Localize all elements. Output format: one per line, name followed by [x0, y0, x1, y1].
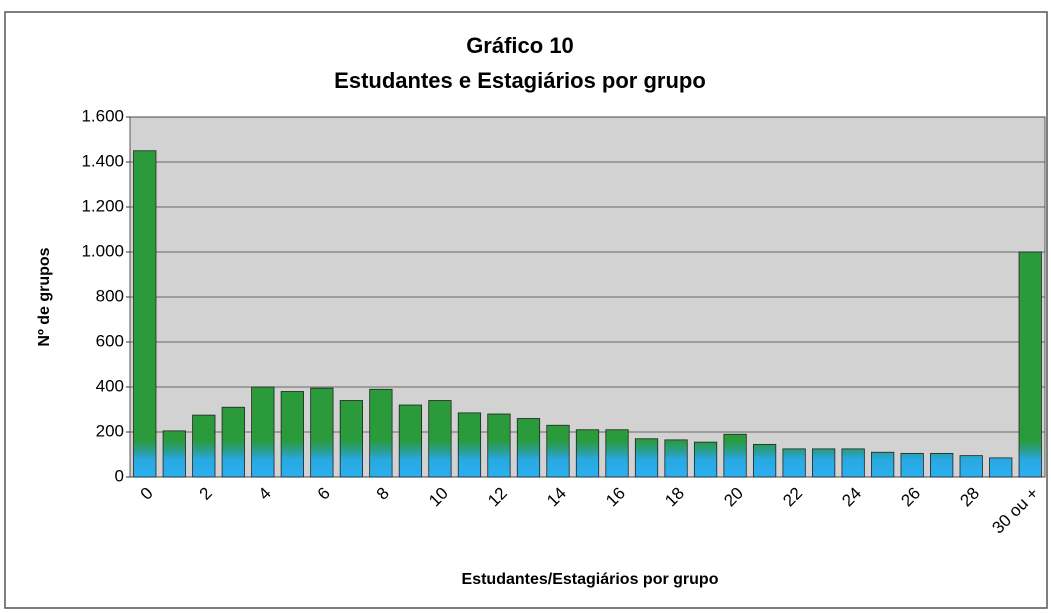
- bar: [871, 451, 895, 478]
- bar: [162, 430, 186, 478]
- bar: [634, 438, 659, 478]
- x-axis-label: Estudantes/Estagiários por grupo: [462, 571, 719, 588]
- bar: [1018, 251, 1042, 478]
- chart-subtitle: Estudantes e Estagiários por grupo: [334, 68, 706, 93]
- bar: [398, 404, 423, 478]
- bar: [575, 429, 600, 478]
- y-tick-label: 800: [96, 286, 124, 305]
- bar: [841, 448, 865, 478]
- y-tick-label: 1.000: [81, 241, 124, 260]
- bar: [930, 452, 954, 478]
- bar: [959, 455, 983, 478]
- bar: [487, 413, 511, 478]
- bar: [812, 448, 836, 478]
- bar: [280, 391, 304, 478]
- bar: [516, 418, 541, 478]
- bar: [339, 400, 363, 478]
- y-tick-label: 400: [96, 376, 124, 395]
- bar: [782, 448, 806, 478]
- chart-title: Gráfico 10: [466, 33, 574, 58]
- bar: [192, 414, 216, 478]
- bar: [457, 412, 482, 478]
- y-axis-label: Nº de grupos: [36, 247, 53, 346]
- y-tick-label: 600: [96, 331, 124, 350]
- bar: [989, 457, 1013, 478]
- bar: [723, 433, 747, 478]
- bar: [251, 386, 275, 478]
- bar: [369, 388, 393, 478]
- y-tick-label: 200: [96, 421, 124, 440]
- bar: [221, 406, 245, 478]
- bar: [664, 439, 688, 478]
- y-tick-label: 1.600: [81, 106, 124, 125]
- y-tick-label: 1.200: [81, 196, 124, 215]
- bar: [310, 387, 334, 478]
- bar: [428, 400, 452, 478]
- y-tick-label: 1.400: [81, 151, 124, 170]
- bar: [900, 452, 924, 478]
- bar: [133, 150, 157, 478]
- bar: [752, 443, 777, 478]
- y-tick-label: 0: [115, 466, 124, 485]
- bar: [605, 429, 629, 478]
- bar: [546, 424, 570, 478]
- bar: [693, 441, 718, 478]
